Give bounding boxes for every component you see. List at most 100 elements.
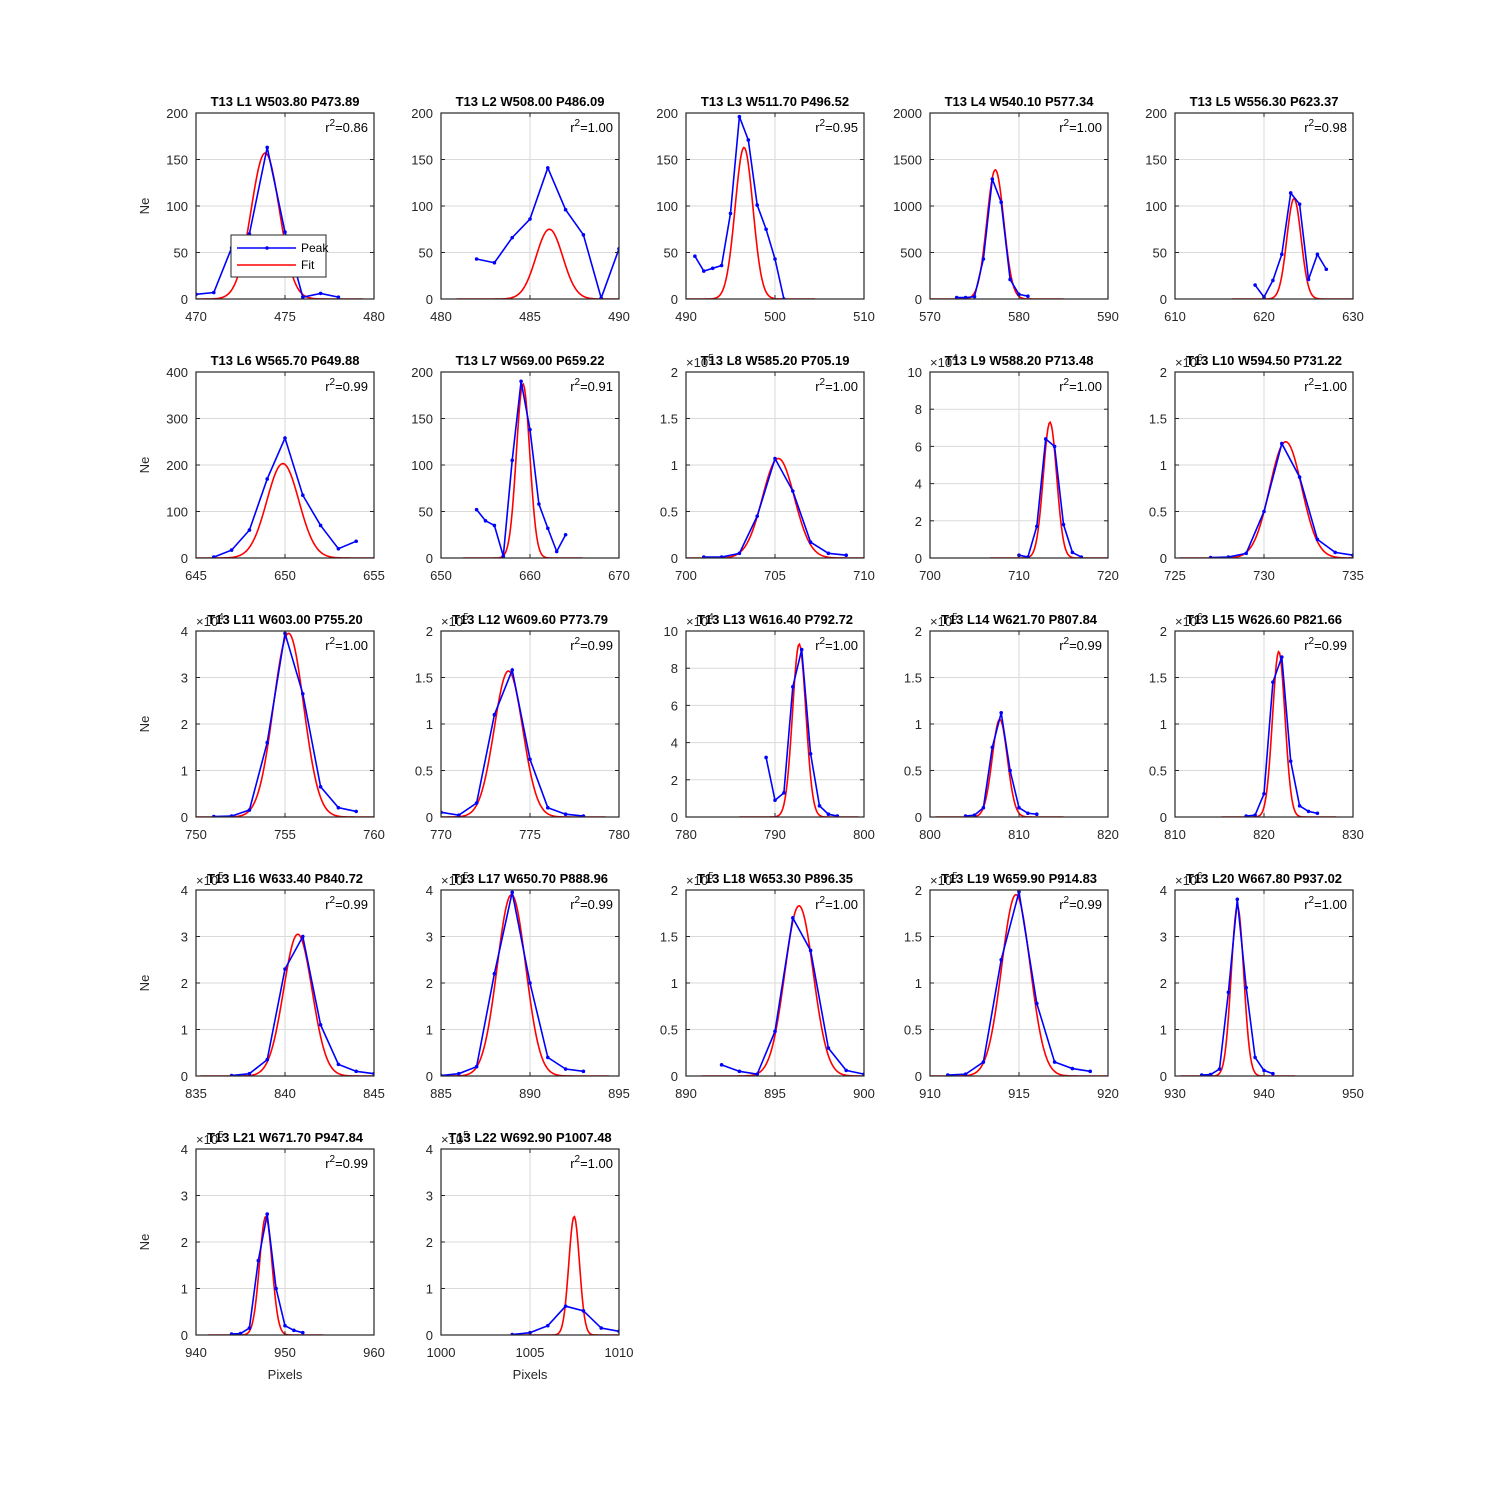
y-tick-label: 4	[915, 477, 922, 492]
x-tick-label: 650	[274, 568, 296, 583]
y-tick-label: 3	[1160, 930, 1167, 945]
y-tick-label: 10	[908, 365, 922, 380]
peak-data-point	[1271, 278, 1275, 283]
peak-data-point	[1052, 444, 1057, 449]
subplot-title: T13 L18 W653.30 P896.35	[697, 871, 853, 886]
y-tick-label: 1	[426, 717, 433, 732]
peak-data-point	[737, 114, 742, 119]
y-tick-label: 2	[671, 883, 678, 898]
x-tick-label: 750	[185, 827, 207, 842]
peak-data-point	[826, 551, 831, 556]
peak-data-point	[1017, 292, 1021, 297]
peak-data-point	[301, 1330, 305, 1335]
peak-data-point	[474, 257, 479, 261]
peak-data-point	[946, 1073, 950, 1076]
peak-data-point	[972, 813, 977, 817]
x-tick-label: 940	[185, 1345, 207, 1360]
x-tick-label: 510	[853, 309, 875, 324]
peak-data-point	[301, 493, 305, 498]
x-tick-label: 670	[608, 568, 630, 583]
peak-data-point	[1297, 475, 1302, 479]
peak-data-point	[283, 1323, 287, 1328]
series-group	[441, 667, 606, 817]
peak-data-point	[336, 295, 341, 299]
peak-data-point	[1253, 813, 1257, 817]
peak-data-point	[563, 1067, 568, 1071]
peak-data-point	[247, 528, 252, 532]
r-squared-annotation: r2=0.99	[570, 636, 613, 653]
x-tick-label: 480	[430, 309, 452, 324]
peak-data-point	[474, 1064, 479, 1069]
peak-data-point	[1235, 897, 1240, 902]
y-axis-label: Ne	[137, 457, 152, 474]
peak-data-point	[1297, 202, 1302, 206]
y-tick-label: 1.5	[660, 930, 678, 945]
peak-data-point	[702, 555, 706, 558]
peak-data-point	[510, 458, 514, 463]
x-tick-label: 840	[274, 1086, 296, 1101]
peak-data-point	[1315, 537, 1320, 542]
peak-data-point	[554, 549, 559, 554]
x-tick-label: 620	[1253, 309, 1275, 324]
y-axis-label: Ne	[137, 198, 152, 215]
y-axis-label: Ne	[137, 716, 152, 733]
peak-data-point	[1008, 768, 1012, 773]
r-squared-annotation: r2=1.00	[325, 636, 368, 653]
subplot-title: T13 L17 W650.70 P888.96	[452, 871, 608, 886]
x-tick-label: 835	[185, 1086, 207, 1101]
y-tick-label: 0	[181, 292, 188, 307]
peak-data-point	[999, 711, 1003, 715]
y-tick-label: 8	[915, 402, 922, 417]
peak-data-point	[457, 813, 461, 817]
x-tick-label: 770	[430, 827, 452, 842]
peak-data-point	[1035, 1001, 1039, 1006]
x-tick-label: 1005	[516, 1345, 545, 1360]
y-tick-label: 1.5	[415, 671, 433, 686]
y-tick-label: 1	[671, 458, 678, 473]
y-tick-label: 1	[1160, 458, 1167, 473]
y-tick-label: 3	[181, 1189, 188, 1204]
x-tick-label: 780	[675, 827, 697, 842]
y-tick-label: 3	[426, 930, 433, 945]
y-tick-label: 0	[181, 810, 188, 825]
x-tick-label: 780	[608, 827, 630, 842]
y-exponent-label: ×105	[441, 1130, 469, 1147]
peak-data-point	[292, 1328, 296, 1333]
x-tick-label: 710	[1008, 568, 1030, 583]
peak-data-point	[1026, 555, 1030, 558]
subplot-title: T13 L9 W588.20 P713.48	[945, 353, 1094, 368]
peak-data-point	[336, 805, 341, 810]
peak-data-point	[693, 254, 697, 259]
peak-data-point	[999, 200, 1003, 205]
peak-data-point	[546, 1323, 550, 1328]
y-tick-label: 4	[1160, 883, 1167, 898]
y-tick-label: 200	[656, 106, 678, 121]
peak-data-point	[826, 812, 831, 817]
legend-label-fit: Fit	[301, 258, 315, 272]
peak-data-point	[1288, 759, 1293, 763]
y-tick-label: 150	[166, 153, 188, 168]
r-squared-annotation: r2=0.91	[570, 377, 613, 394]
peak-data-point	[1026, 811, 1030, 816]
peak-data-point	[354, 809, 359, 814]
y-tick-label: 0	[671, 810, 678, 825]
peak-data-point	[546, 166, 550, 170]
x-tick-label: 890	[675, 1086, 697, 1101]
x-tick-label: 760	[363, 827, 385, 842]
y-exponent-label: ×106	[1175, 871, 1203, 888]
peak-data-point	[791, 489, 795, 493]
peak-data-point	[1280, 441, 1284, 446]
peak-data-point	[528, 427, 532, 432]
peak-data-point	[1315, 252, 1320, 257]
peak-data-point	[1306, 277, 1311, 282]
peak-series-line	[1018, 437, 1082, 558]
peak-data-point	[773, 257, 777, 261]
y-tick-label: 100	[166, 199, 188, 214]
peak-data-point	[492, 712, 497, 717]
peak-data-point	[283, 967, 287, 971]
x-tick-label: 800	[919, 827, 941, 842]
r-squared-annotation: r2=0.99	[1304, 636, 1347, 653]
peak-data-point	[599, 1326, 603, 1330]
